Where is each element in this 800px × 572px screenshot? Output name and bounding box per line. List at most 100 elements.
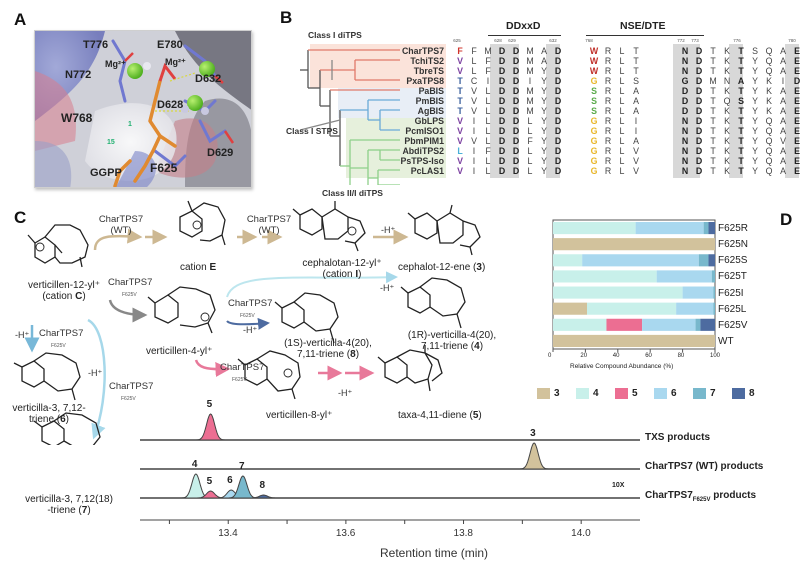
residue: V	[457, 166, 463, 176]
residue: L	[485, 156, 491, 166]
residue: E	[794, 46, 800, 56]
residue: Q	[765, 146, 773, 156]
residue-n772: N772	[65, 69, 92, 81]
residue: E	[794, 166, 800, 176]
residue: T	[710, 86, 716, 96]
residue: D	[498, 56, 506, 66]
residue: L	[619, 46, 625, 56]
active-site-render	[35, 31, 251, 187]
residue-d628: D628	[157, 99, 184, 111]
deprotonation-label-5: -H⁺	[88, 368, 103, 378]
category-label: F625R	[718, 223, 749, 234]
residue: D	[695, 96, 703, 106]
residue: K	[766, 76, 772, 86]
residue: Y	[541, 166, 547, 176]
x-tick-label: 0	[548, 353, 552, 359]
residue-768: W	[589, 46, 599, 56]
residue: I	[472, 166, 476, 176]
residue: Q	[765, 116, 773, 126]
x-tick-label: 13.6	[335, 528, 356, 539]
scale-label-10x: 10X	[612, 482, 625, 489]
residue: A	[780, 156, 786, 166]
residue: Q	[765, 46, 773, 56]
category-label: F625I	[718, 287, 744, 299]
residue: D	[498, 166, 506, 176]
residue-768: W	[589, 56, 599, 66]
residue: L	[527, 156, 533, 166]
residue: T	[738, 86, 744, 96]
alignment-row: TchiTS2 V L F D D M A D W R L T N D T K T Y Q A E	[270, 56, 800, 66]
residue: D	[512, 116, 520, 126]
residue: S	[752, 46, 758, 56]
label-compound-7: verticilla-3, 7,12(18) -triene (7)	[25, 494, 113, 516]
residue: D	[793, 76, 800, 86]
legend-swatch-3	[537, 388, 550, 399]
residue: F	[485, 66, 491, 76]
residue: L	[619, 136, 625, 146]
label-cation-c: verticillen-12-yl⁺ (cation C)	[28, 280, 100, 302]
sequence-name: PcLAS1	[410, 166, 444, 176]
residue: M	[709, 76, 717, 86]
legend-swatch-6	[654, 388, 667, 399]
peak-label-5: 5	[206, 399, 213, 410]
bar-segment-F625N-3	[553, 238, 715, 251]
residue: D	[554, 106, 562, 116]
residue: T	[738, 56, 744, 66]
sequence-name: TbreTS	[413, 66, 444, 76]
residue: Y	[752, 146, 758, 156]
position-628: 628	[494, 38, 502, 43]
motif-bar-nse-dte	[586, 35, 704, 36]
panel-c-letter: C	[14, 208, 27, 227]
residue: R	[604, 96, 612, 106]
residue: L	[457, 146, 463, 156]
residue: D	[498, 76, 506, 86]
residue: D	[512, 76, 520, 86]
position-632: 632	[549, 38, 557, 43]
residue: D	[695, 146, 703, 156]
residue: T	[710, 126, 716, 136]
residue: V	[633, 146, 639, 156]
bar-segment-F625I-6	[682, 286, 714, 299]
bar-segment-WT-3	[553, 334, 715, 347]
residue: D	[512, 46, 520, 56]
residue: L	[471, 66, 477, 76]
residue: D	[695, 56, 703, 66]
residue: E	[794, 116, 800, 126]
residue: R	[604, 76, 612, 86]
residue: T	[710, 116, 716, 126]
mg-ion-label-1: Mg²⁺	[105, 59, 126, 69]
residue: S	[738, 96, 744, 106]
residue: L	[485, 116, 491, 126]
alignment-row: AbdiTPS2 L I F D D L Y D G R L V N D T K T Y Q A E	[270, 146, 800, 156]
residue: R	[604, 136, 612, 146]
residue: N	[723, 76, 731, 86]
residue: D	[554, 86, 562, 96]
deprotonation-label-3: -H⁺	[243, 325, 258, 335]
enzyme-variant-f625v-3: F625V	[51, 343, 66, 349]
legend-label-8: 8	[749, 388, 755, 399]
residue: D	[695, 126, 703, 136]
residue: D	[695, 136, 703, 146]
residue-768: S	[591, 106, 597, 116]
position-780: 780	[788, 38, 796, 43]
residue: E	[794, 96, 800, 106]
residue: Y	[752, 96, 758, 106]
sequence-name: AbdiTPS2	[402, 146, 444, 156]
residue: V	[471, 106, 477, 116]
residue: N	[681, 166, 689, 176]
residue: E	[794, 66, 800, 76]
residue-w768: W768	[61, 111, 93, 125]
residue: K	[766, 96, 772, 106]
residue: E	[794, 56, 800, 66]
residue: K	[766, 86, 772, 96]
residue: M	[484, 46, 492, 56]
sequence-name: AgBIS	[417, 106, 444, 116]
residue: F	[471, 46, 477, 56]
sequence-name: PbmPIM1	[404, 136, 444, 146]
residue-t776: T776	[83, 39, 109, 51]
residue: L	[527, 116, 533, 126]
motif-shade-e780	[785, 44, 799, 178]
residue: D	[512, 96, 520, 106]
enzyme-label-wt-2: CharTPS7 (WT)	[246, 214, 292, 236]
residue: V	[633, 156, 639, 166]
